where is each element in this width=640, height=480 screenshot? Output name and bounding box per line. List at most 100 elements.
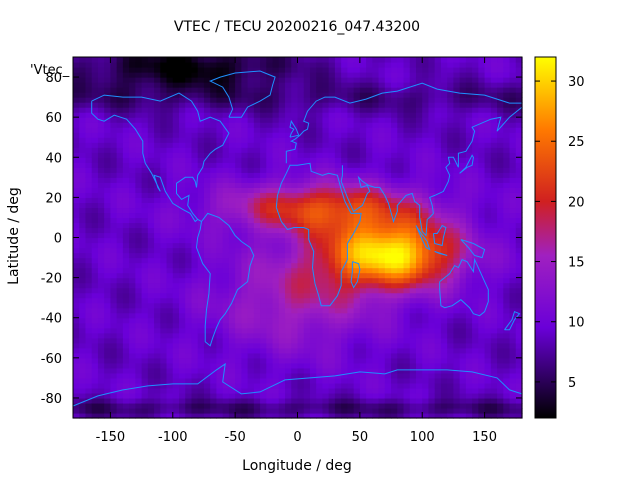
heatmap-cell: [228, 172, 236, 178]
heatmap-cell: [440, 132, 448, 138]
heatmap-cell: [235, 397, 242, 404]
heatmap-cell: [73, 57, 80, 63]
heatmap-cell: [384, 132, 392, 138]
heatmap-cell: [141, 217, 149, 224]
heatmap-cell: [453, 387, 461, 394]
heatmap-cells: [73, 57, 523, 419]
heatmap-cell: [197, 62, 205, 68]
heatmap-cell: [147, 307, 155, 314]
heatmap-cell: [104, 232, 112, 239]
heatmap-cell: [85, 352, 93, 359]
heatmap-cell: [484, 267, 492, 274]
heatmap-cell: [484, 172, 492, 178]
heatmap-cell: [334, 167, 342, 173]
heatmap-cell: [378, 92, 386, 98]
heatmap-cell: [353, 212, 361, 219]
heatmap-cell: [135, 162, 143, 168]
heatmap-cell: [129, 112, 136, 118]
heatmap-cell: [447, 362, 455, 369]
heatmap-cell: [447, 317, 455, 324]
heatmap-cell: [185, 107, 193, 113]
heatmap-cell: [347, 257, 355, 264]
heatmap-cell: [353, 112, 361, 118]
heatmap-cell: [253, 367, 261, 374]
heatmap-cell: [122, 242, 130, 249]
heatmap-cell: [322, 97, 330, 103]
heatmap-cell: [316, 282, 324, 289]
heatmap-cell: [97, 292, 105, 299]
heatmap-cell: [447, 247, 455, 254]
heatmap-cell: [428, 412, 436, 419]
heatmap-cell: [328, 152, 336, 158]
heatmap-cell: [122, 77, 130, 83]
heatmap-cell: [129, 357, 136, 364]
heatmap-cell: [166, 217, 174, 224]
heatmap-cell: [191, 207, 199, 214]
heatmap-cell: [73, 357, 80, 364]
heatmap-cell: [185, 132, 193, 138]
heatmap-cell: [378, 152, 386, 158]
heatmap-cell: [465, 282, 473, 289]
heatmap-cell: [191, 377, 199, 384]
heatmap-cell: [185, 227, 193, 234]
heatmap-cell: [490, 367, 498, 374]
heatmap-cell: [73, 282, 80, 289]
heatmap-cell: [497, 292, 504, 299]
heatmap-cell: [459, 57, 467, 63]
heatmap-cell: [73, 212, 80, 219]
heatmap-cell: [141, 87, 149, 93]
heatmap-cell: [428, 307, 436, 314]
heatmap-cell: [334, 62, 342, 68]
heatmap-cell: [347, 232, 355, 239]
heatmap-cell: [397, 192, 405, 198]
heatmap-cell: [228, 152, 236, 158]
heatmap-cell: [241, 77, 249, 83]
heatmap-cell: [478, 192, 486, 198]
heatmap-cell: [278, 107, 286, 113]
heatmap-cell: [409, 317, 417, 324]
heatmap-cell: [122, 137, 130, 143]
heatmap-cell: [334, 57, 342, 63]
heatmap-cell: [334, 112, 342, 118]
heatmap-cell: [110, 167, 118, 173]
heatmap-cell: [503, 292, 511, 299]
heatmap-cell: [478, 162, 486, 168]
heatmap-cell: [397, 62, 405, 68]
heatmap-cell: [91, 157, 99, 163]
heatmap-cell: [172, 232, 180, 239]
heatmap-cell: [272, 397, 280, 404]
heatmap-cell: [166, 92, 174, 98]
heatmap-cell: [328, 352, 336, 359]
heatmap-cell: [216, 302, 224, 309]
heatmap-cell: [141, 402, 149, 409]
heatmap-cell: [453, 307, 461, 314]
heatmap-cell: [272, 132, 280, 138]
heatmap-cell: [347, 392, 355, 399]
heatmap-cell: [278, 92, 286, 98]
heatmap-cell: [366, 262, 373, 269]
heatmap-cell: [285, 62, 292, 68]
heatmap-cell: [235, 222, 242, 229]
heatmap-cell: [415, 102, 423, 108]
heatmap-cell: [459, 332, 467, 339]
heatmap-cell: [203, 377, 211, 384]
heatmap-cell: [484, 307, 492, 314]
heatmap-cell: [191, 287, 199, 294]
heatmap-cell: [285, 412, 292, 419]
heatmap-cell: [228, 137, 236, 143]
heatmap-cell: [297, 372, 305, 379]
heatmap-cell: [172, 152, 180, 158]
heatmap-cell: [353, 342, 361, 349]
heatmap-cell: [110, 337, 118, 344]
heatmap-cell: [73, 297, 80, 304]
heatmap-cell: [154, 337, 161, 344]
heatmap-cell: [328, 172, 336, 178]
heatmap-cell: [253, 132, 261, 138]
heatmap-cell: [116, 357, 124, 364]
heatmap-cell: [497, 287, 504, 294]
heatmap-cell: [79, 337, 87, 344]
heatmap-cell: [353, 222, 361, 229]
heatmap-cell: [422, 327, 430, 334]
heatmap-cell: [166, 57, 174, 63]
heatmap-cell: [160, 162, 168, 168]
